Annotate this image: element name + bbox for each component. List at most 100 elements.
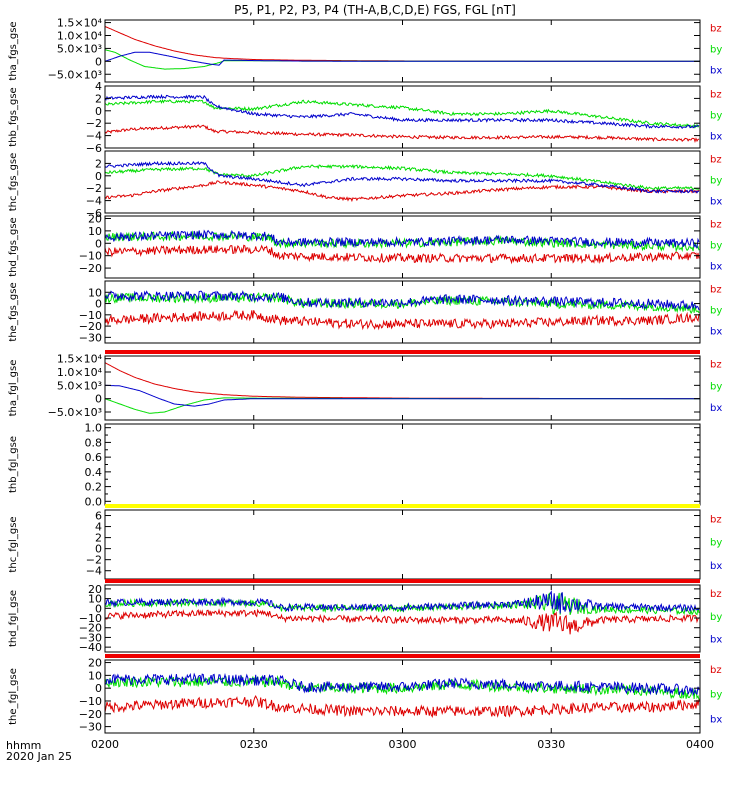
panel-frame xyxy=(104,423,701,506)
series-bz-line xyxy=(105,124,700,143)
series-group xyxy=(105,672,700,718)
legend-by: by xyxy=(710,241,722,252)
panel-top-bar xyxy=(105,504,700,508)
y-tick-label: −10 xyxy=(79,612,102,625)
x-tick-label: 0400 xyxy=(686,738,714,751)
series-group xyxy=(105,590,700,635)
y-tick-label: 5.0×10³ xyxy=(57,42,102,55)
legend-bz: bz xyxy=(710,665,722,676)
legend-bx: bx xyxy=(710,132,722,143)
y-tick-label: 0 xyxy=(95,298,102,311)
y-tick-label: −20 xyxy=(79,262,102,275)
series-group xyxy=(105,229,700,265)
y-tick-label: 0.8 xyxy=(85,436,103,449)
series-group xyxy=(105,93,700,143)
legend-by: by xyxy=(710,381,722,392)
legend-by: by xyxy=(710,45,722,56)
y-axis-label: tha_fgl_gse xyxy=(8,360,19,417)
series-bz-line xyxy=(105,695,700,718)
y-axis-label: thd_fgs_gse xyxy=(8,217,19,276)
y-tick-label: −4 xyxy=(86,195,102,208)
y-tick-label: 1.5×10⁴ xyxy=(57,353,103,366)
y-tick-label: −20 xyxy=(79,622,102,635)
y-tick-label: 10 xyxy=(88,669,102,682)
series-group xyxy=(105,160,700,203)
panel-thb_fgl_gse: 1.00.8 0.6 0.4 0.20.0 thb_fgl_gse xyxy=(8,422,701,508)
panel-frame xyxy=(104,19,701,83)
legend-by: by xyxy=(710,612,722,623)
y-axis-label: thb_fgl_gse xyxy=(8,436,19,493)
legend-bx: bx xyxy=(710,403,722,414)
panels: 1.5×10⁴1.0×10⁴5.0×10³0−5.0×10³tha_fgs_gs… xyxy=(8,17,722,734)
y-tick-label: −20 xyxy=(79,320,102,333)
x-tick-label: 0300 xyxy=(389,738,417,751)
y-tick-label: 0 xyxy=(95,393,102,406)
series-by-line xyxy=(105,164,700,191)
y-tick-label: −4 xyxy=(86,565,102,578)
legend-bx: bx xyxy=(710,262,722,273)
x-tick-label: 0330 xyxy=(537,738,565,751)
series-group xyxy=(105,362,700,414)
panel-top-bar xyxy=(105,350,700,354)
x-tick-label: 0200 xyxy=(91,738,119,751)
y-tick-label: −30 xyxy=(79,331,102,344)
x-axis-label: hhmm xyxy=(6,739,41,752)
series-bz-line xyxy=(105,309,700,331)
y-tick-label: −2 xyxy=(86,117,102,130)
y-tick-label: 5.0×10³ xyxy=(57,379,102,392)
legend-bz: bz xyxy=(710,514,722,525)
y-tick-label: 0 xyxy=(95,170,102,183)
panel-thc_fgs_gse: 20−2−4−6 thc_fgs_gse bz by bx xyxy=(8,150,722,220)
y-tick-label: 0 xyxy=(95,543,102,556)
legend-bx: bx xyxy=(710,66,722,77)
series-bz-line xyxy=(105,26,700,62)
y-tick-label: 1.5×10⁴ xyxy=(57,17,103,30)
legend-by: by xyxy=(710,538,722,549)
panel-the_fgs_gse: 100−10−20−30 the_fgs_gse bz by bx xyxy=(8,280,722,344)
y-tick-label: 10 xyxy=(88,286,102,299)
legend-bx: bx xyxy=(710,561,722,572)
y-tick-label: 0 xyxy=(95,682,102,695)
series-by-line xyxy=(105,675,700,700)
series-bx-line xyxy=(105,384,700,407)
legend-bx: bx xyxy=(710,714,722,725)
legend-bz: bz xyxy=(710,23,722,34)
y-tick-label: 0.6 xyxy=(85,451,103,464)
y-tick-label: 0 xyxy=(95,237,102,250)
y-axis-label: thc_fgl_gse xyxy=(8,516,19,572)
y-tick-label: −30 xyxy=(79,631,102,644)
y-tick-label: 4 xyxy=(95,521,102,534)
y-tick-label: −6 xyxy=(86,142,102,155)
y-tick-label: 2 xyxy=(95,157,102,170)
y-tick-label: 20 xyxy=(88,212,102,225)
legend-bz: bz xyxy=(710,360,722,371)
y-tick-label: −2 xyxy=(86,554,102,567)
series-by-line xyxy=(105,230,700,253)
legend-bz: bz xyxy=(710,154,722,165)
series-bx-line xyxy=(105,160,700,194)
y-tick-label: 0 xyxy=(95,55,102,68)
y-tick-label: −5.0×10³ xyxy=(48,406,102,419)
series-bz-line xyxy=(105,608,700,635)
y-tick-label: −10 xyxy=(79,309,102,322)
panel-frame xyxy=(104,659,701,734)
panel-frame xyxy=(104,509,701,580)
series-by-line xyxy=(105,98,700,129)
legend-bx: bx xyxy=(710,197,722,208)
legend-by: by xyxy=(710,111,722,122)
y-tick-label: 20 xyxy=(88,583,102,596)
y-tick-label: 0.2 xyxy=(85,481,103,494)
legend-bx: bx xyxy=(710,635,722,646)
y-tick-label: 1.0×10⁴ xyxy=(57,30,103,43)
y-tick-label: −6 xyxy=(86,207,102,220)
y-tick-label: −20 xyxy=(79,708,102,721)
y-tick-label: 10 xyxy=(88,593,102,606)
y-tick-label: 4 xyxy=(95,80,102,93)
chart-title: P5, P1, P2, P3, P4 (TH-A,B,C,D,E) FGS, F… xyxy=(234,3,516,17)
legend-by: by xyxy=(710,176,722,187)
legend-bz: bz xyxy=(710,589,722,600)
